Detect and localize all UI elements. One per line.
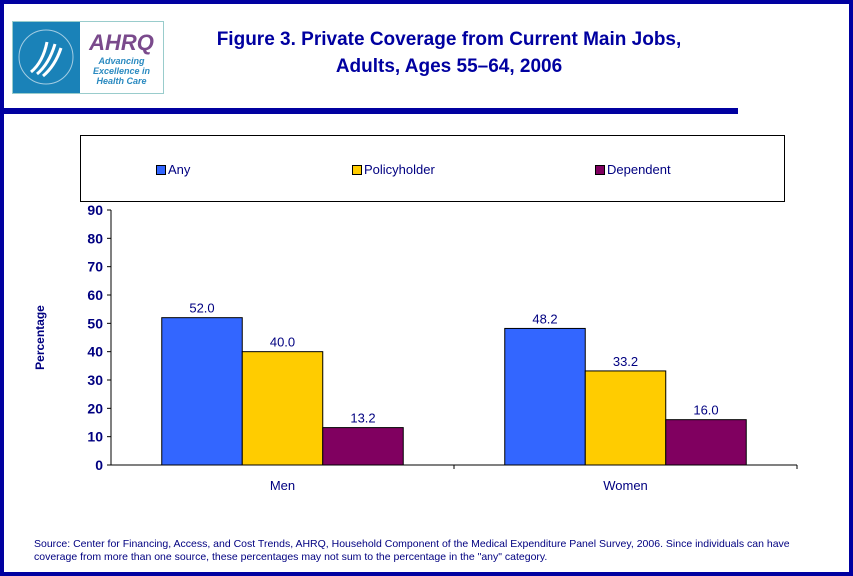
y-tick-label: 80 xyxy=(87,230,103,246)
bar-policyholder-men xyxy=(241,351,324,466)
title-line-1: Figure 3. Private Coverage from Current … xyxy=(216,29,682,50)
legend-label: Dependent xyxy=(607,162,671,177)
page-title: Figure 3. Private Coverage from Current … xyxy=(174,26,724,80)
legend-swatch xyxy=(595,164,605,175)
data-label: 48.2 xyxy=(532,311,557,326)
data-label: 40.0 xyxy=(270,335,295,350)
y-tick-label: 50 xyxy=(87,315,103,331)
y-axis-label: Percentage xyxy=(33,305,47,370)
ahrq-wordmark: AHRQ xyxy=(89,30,154,55)
y-tick-label: 60 xyxy=(87,287,103,303)
bar-chart: 0 10 20 30 40 50 60 70 80 90 Percentage Men 52.0 40.0… xyxy=(33,202,798,493)
legend-item-any: Any xyxy=(156,162,190,177)
y-tick-label: 40 xyxy=(87,344,103,360)
bar-any-women xyxy=(504,327,586,466)
bar-any-men xyxy=(161,317,243,466)
ahrq-logo: AHRQ Advancing Excellence in Health Care xyxy=(12,21,164,94)
title-line-2: Adults, Ages 55–64, 2006 xyxy=(335,56,563,77)
legend: Any Policyholder Dependent xyxy=(80,135,785,202)
legend-swatch xyxy=(156,164,166,175)
legend-item-dependent: Dependent xyxy=(595,162,671,177)
y-tick-label: 20 xyxy=(87,400,103,416)
x-tick-label: Men xyxy=(270,478,295,493)
legend-swatch xyxy=(352,164,362,175)
bar-policyholder-women xyxy=(584,370,667,466)
y-tick-label: 30 xyxy=(87,372,103,388)
data-label: 52.0 xyxy=(189,301,214,316)
bar-dependent-women xyxy=(665,419,747,466)
y-tick-label: 70 xyxy=(87,259,103,275)
header-divider xyxy=(4,108,738,114)
legend-label: Policyholder xyxy=(364,162,435,177)
legend-label: Any xyxy=(168,162,191,177)
data-label: 33.2 xyxy=(613,354,638,369)
legend-item-policyholder: Policyholder xyxy=(352,162,435,177)
ahrq-tagline: Advancing Excellence in Health Care xyxy=(92,56,151,86)
hhs-eagle-icon xyxy=(13,22,80,93)
x-tick-label: Women xyxy=(603,478,648,493)
bar-dependent-men xyxy=(322,427,404,466)
data-label: 16.0 xyxy=(693,403,718,418)
y-tick-label: 0 xyxy=(95,457,103,473)
source-note: Source: Center for Financing, Access, an… xyxy=(34,538,790,563)
data-label: 13.2 xyxy=(350,411,375,426)
y-tick-label: 10 xyxy=(87,429,103,445)
y-tick-label: 90 xyxy=(87,202,103,218)
